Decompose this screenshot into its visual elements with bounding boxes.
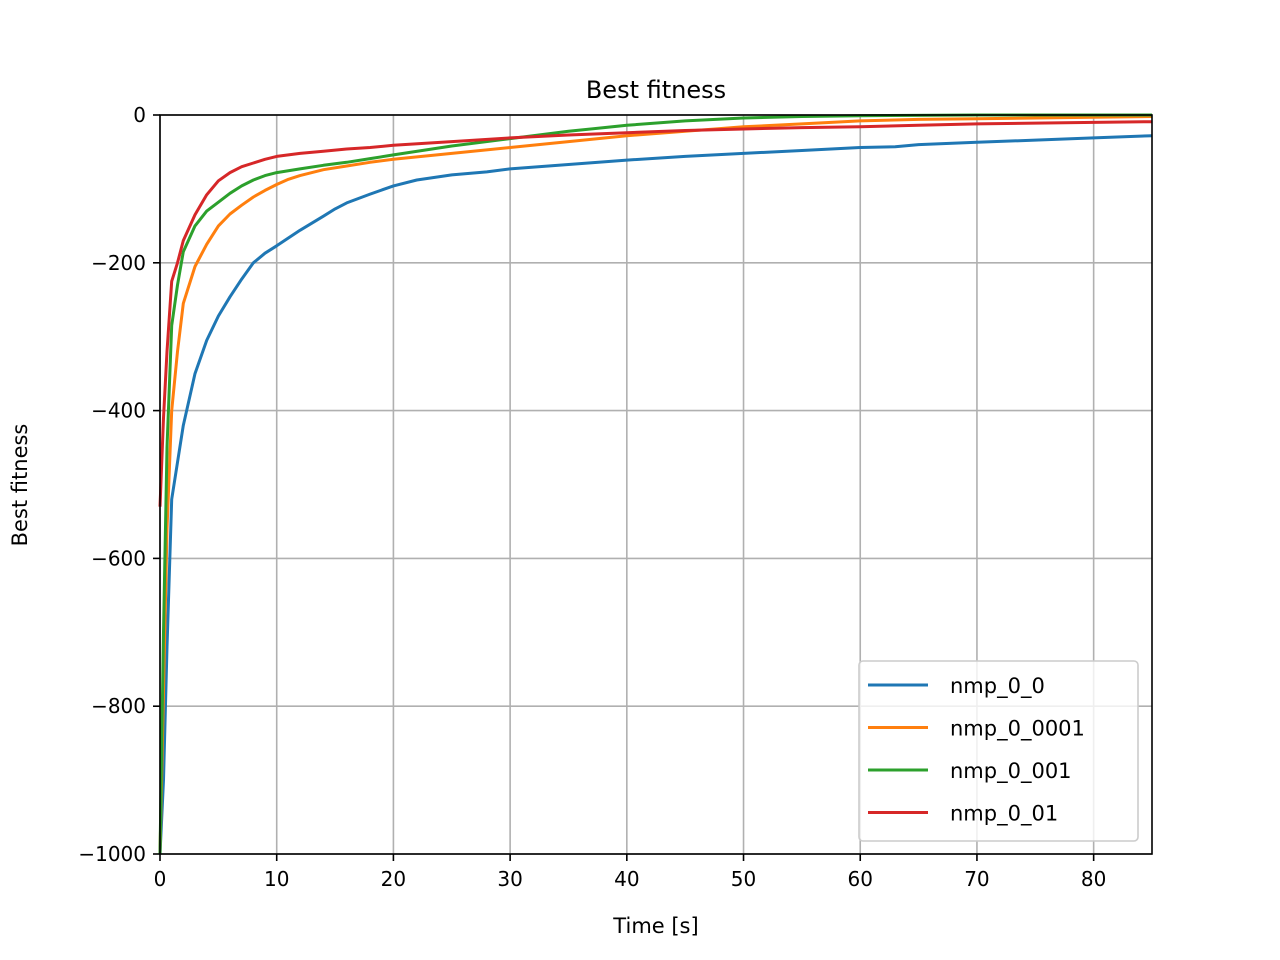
series-line-nmp-0-001	[158, 113, 1152, 855]
y-axis-label: Best fitness	[8, 424, 32, 547]
legend-label-nmp-0-0001: nmp_0_0001	[950, 717, 1085, 742]
x-tick-label: 80	[1081, 867, 1106, 891]
x-tick-label: 0	[154, 867, 167, 891]
legend-label-nmp-0-0: nmp_0_0	[950, 674, 1045, 699]
x-tick-label: 20	[381, 867, 406, 891]
plot-frame	[159, 114, 1153, 855]
x-tick-label: 40	[614, 867, 639, 891]
y-tick-label: −600	[91, 546, 146, 570]
x-tick-label: 70	[964, 867, 989, 891]
x-tick-label: 50	[731, 867, 756, 891]
chart-title: Best fitness	[586, 76, 726, 104]
x-tick-label: 60	[848, 867, 873, 891]
x-tick-label: 30	[497, 867, 522, 891]
y-tick-label: 0	[133, 103, 146, 127]
x-tick-label: 10	[264, 867, 289, 891]
y-tick-label: −1000	[78, 842, 146, 866]
series-line-nmp-0-0001	[158, 115, 1153, 855]
legend-label-nmp-0-01: nmp_0_01	[950, 802, 1058, 827]
x-axis-ticks: 0 10 20 30 40 50 60 70 80	[154, 854, 1106, 891]
y-tick-label: −200	[91, 251, 146, 275]
series-line-nmp-0-01	[158, 120, 1153, 507]
series-lines	[158, 113, 1153, 855]
series-line-nmp-0-0	[158, 134, 1153, 855]
y-tick-label: −400	[91, 399, 146, 423]
y-axis-ticks: 0 −200 −400 −600 −800 −1000	[78, 103, 160, 866]
legend-box	[858, 660, 1139, 842]
legend-label-nmp-0-001: nmp_0_001	[950, 759, 1072, 784]
legend: nmp_0_0 nmp_0_0001 nmp_0_001 nmp_0_01	[858, 660, 1139, 842]
y-tick-label: −800	[91, 694, 146, 718]
x-axis-label: Time [s]	[612, 914, 698, 938]
